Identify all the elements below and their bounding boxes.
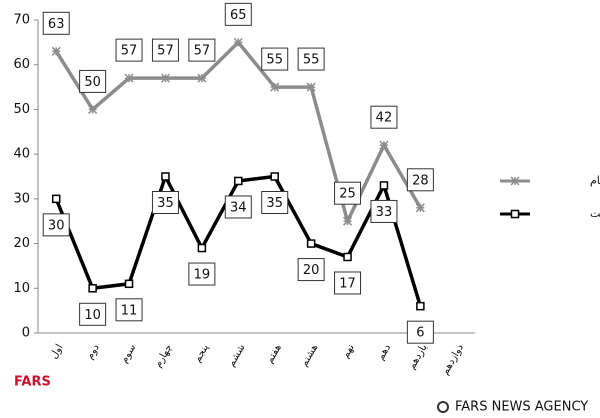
- label-box: [297, 47, 325, 71]
- data-label: 33: [376, 205, 393, 220]
- point-marker: [160, 73, 170, 83]
- data-label: 50: [84, 75, 101, 90]
- x-tick-label: اول: [48, 343, 65, 361]
- brand-right: FARS NEWS AGENCY: [455, 400, 588, 415]
- y-tick-label: 0: [22, 326, 30, 341]
- point-marker: [379, 140, 389, 150]
- label-box: [151, 38, 179, 62]
- point-marker: [51, 46, 61, 56]
- point-marker: [415, 203, 425, 213]
- label-box: [42, 213, 70, 237]
- label-box: [406, 320, 434, 344]
- legend-label: سن امام: [590, 174, 600, 187]
- point-marker: [51, 194, 61, 204]
- label-box: [297, 258, 325, 282]
- data-label: 35: [266, 196, 283, 211]
- data-label: 10: [84, 308, 101, 323]
- data-label: 57: [157, 44, 174, 59]
- y-tick-label: 30: [13, 191, 30, 206]
- point-marker: [343, 252, 352, 262]
- label-box: [115, 298, 143, 322]
- x-tick-label: دوم: [85, 343, 102, 362]
- x-tick-label: هشتم: [299, 343, 320, 369]
- label-box: [224, 2, 252, 26]
- x-tick-label: هفتم: [264, 343, 284, 366]
- data-label: 57: [121, 44, 138, 59]
- data-label: 42: [376, 111, 393, 126]
- data-label: 28: [412, 173, 429, 188]
- data-label: 65: [230, 8, 247, 23]
- label-box: [370, 105, 398, 129]
- data-label: 19: [194, 268, 211, 283]
- data-label: 11: [121, 303, 138, 318]
- data-label: 57: [194, 44, 211, 59]
- data-label: 17: [339, 276, 356, 291]
- point-marker: [161, 172, 170, 181]
- label-box: [334, 271, 362, 295]
- point-marker: [197, 73, 207, 83]
- point-marker: [88, 284, 97, 293]
- y-tick-label: 40: [13, 147, 30, 162]
- point-marker: [124, 279, 134, 289]
- label-box: [188, 262, 216, 286]
- x-tick-label: یازدهم: [407, 342, 430, 371]
- point-marker: [234, 176, 243, 186]
- label-box: [115, 38, 143, 62]
- data-label: 34: [230, 200, 247, 215]
- point-marker: [233, 37, 243, 47]
- x-tick-label: دوازدهم: [440, 343, 466, 377]
- point-marker: [270, 82, 280, 92]
- point-marker: [88, 104, 98, 114]
- label-box: [406, 168, 434, 192]
- label-box: [42, 11, 70, 35]
- point-marker: [124, 73, 134, 83]
- label-box: [79, 302, 107, 326]
- label-box: [79, 69, 107, 93]
- y-tick-label: 70: [13, 13, 30, 28]
- y-tick-label: 10: [13, 281, 30, 296]
- logo-icon: [437, 401, 449, 413]
- data-label: 25: [339, 187, 356, 202]
- x-tick-label: نهم: [340, 343, 357, 361]
- series-line: [54, 40, 422, 223]
- label-box: [334, 181, 362, 205]
- x-tick-label: دهم: [375, 343, 393, 363]
- data-label: 20: [303, 263, 320, 278]
- label-box: [370, 199, 398, 223]
- point-marker: [416, 301, 425, 311]
- point-marker: [343, 216, 353, 226]
- brand-left: FARS: [14, 375, 51, 390]
- point-marker: [306, 82, 316, 92]
- x-tick-label: پنجم: [192, 342, 211, 364]
- point-marker: [510, 209, 520, 219]
- data-label: 55: [303, 53, 320, 68]
- x-tick-label: چهارم: [153, 343, 175, 370]
- label-box: [188, 38, 216, 62]
- point-marker: [270, 172, 279, 181]
- x-tick-label: سوم: [119, 343, 138, 366]
- point-marker: [510, 176, 520, 186]
- data-label: 6: [416, 326, 424, 341]
- data-label: 35: [157, 196, 174, 211]
- data-label: 30: [48, 218, 65, 233]
- label-box: [224, 195, 252, 219]
- label-box: [261, 47, 289, 71]
- label-box: [261, 191, 289, 214]
- x-tick-label: ششم: [226, 343, 248, 369]
- label-box: [151, 191, 179, 214]
- data-label: 55: [266, 53, 283, 68]
- data-label: 63: [48, 17, 65, 32]
- y-tick-label: 50: [13, 102, 30, 117]
- point-marker: [379, 181, 389, 190]
- y-tick-label: 60: [13, 57, 30, 72]
- point-marker: [197, 243, 207, 253]
- legend-label: مدت امامت: [590, 207, 600, 220]
- point-marker: [306, 239, 316, 248]
- y-tick-label: 20: [13, 236, 30, 251]
